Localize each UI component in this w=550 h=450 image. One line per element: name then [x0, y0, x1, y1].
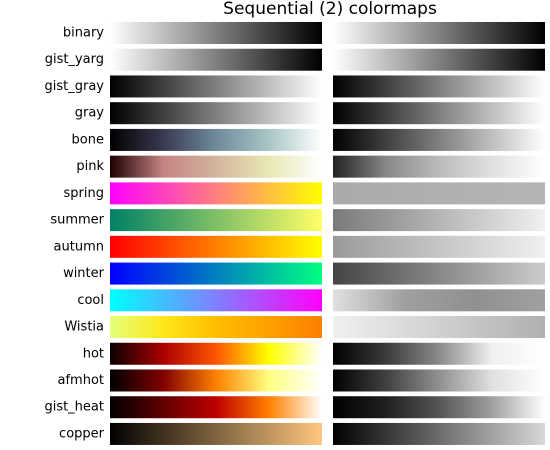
colormap-name: gist_gray	[45, 79, 105, 94]
colormap-bar	[110, 48, 322, 71]
figure-title: Sequential (2) colormaps	[223, 0, 437, 19]
colormap-bar	[110, 75, 322, 98]
colormap-bar	[110, 316, 322, 339]
grayscale-bar	[333, 289, 545, 312]
colormap-name: hot	[83, 346, 104, 361]
grayscale-bar	[333, 209, 545, 232]
colormap-name: autumn	[54, 239, 104, 254]
colormap-bar	[110, 289, 322, 312]
colormap-bar	[110, 342, 322, 365]
colormap-bar	[110, 128, 322, 151]
colormap-bar	[110, 209, 322, 232]
colormap-bar	[110, 235, 322, 258]
colormap-bar	[110, 262, 322, 285]
colormap-name: pink	[76, 159, 104, 174]
grayscale-bar	[333, 102, 545, 125]
colormap-name: gist_heat	[44, 400, 104, 415]
grayscale-bar	[333, 48, 545, 71]
grayscale-bar	[333, 75, 545, 98]
colormap-name: gist_yarg	[45, 52, 104, 67]
colormap-name: spring	[64, 186, 104, 201]
grayscale-bar	[333, 342, 545, 365]
colormap-bar	[110, 22, 322, 44]
grayscale-bar	[333, 182, 545, 205]
colormap-bar	[110, 155, 322, 178]
colormap-name: copper	[59, 426, 105, 441]
grayscale-bar	[333, 316, 545, 339]
grayscale-bar	[333, 369, 545, 392]
colormap-name: summer	[50, 213, 104, 228]
grayscale-bar	[333, 396, 545, 419]
colormap-bar	[110, 102, 322, 125]
colormap-name: gray	[75, 106, 105, 121]
colormap-name: afmhot	[58, 373, 105, 388]
grayscale-bar	[333, 22, 545, 44]
colormap-name: winter	[63, 266, 105, 281]
grayscale-bar	[333, 155, 545, 178]
colormap-name: cool	[77, 293, 104, 308]
grayscale-bar	[333, 262, 545, 285]
colormap-name: binary	[63, 26, 104, 41]
colormap-name: bone	[72, 132, 104, 147]
colormap-bar	[110, 369, 322, 392]
colormap-bar	[110, 182, 322, 205]
colormap-name: Wistia	[64, 320, 104, 335]
grayscale-bar	[333, 128, 545, 151]
colormap-bar	[110, 396, 322, 419]
colormap-bar	[110, 422, 322, 445]
grayscale-bar	[333, 422, 545, 445]
grayscale-bar	[333, 235, 545, 258]
